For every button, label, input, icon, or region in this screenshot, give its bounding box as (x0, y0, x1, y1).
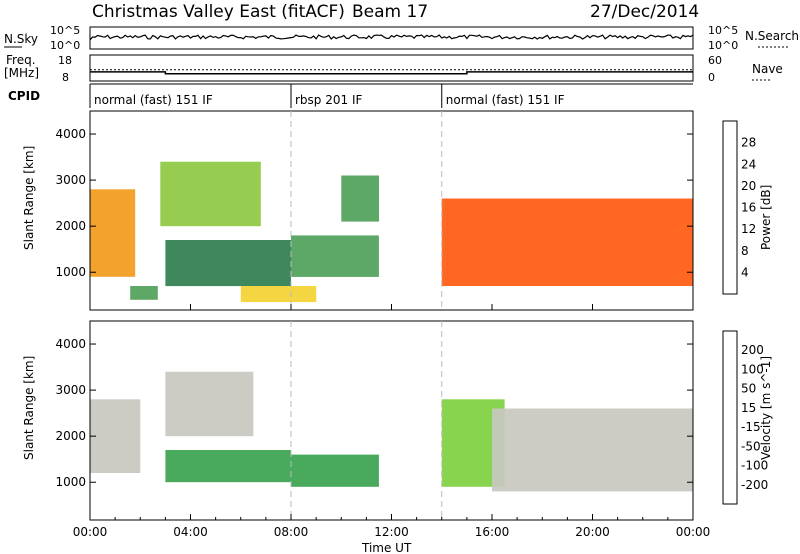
heatmap-region (160, 161, 261, 227)
nsky-tick-top-left: 10^5 (50, 24, 80, 37)
y-tick-label: 3000 (55, 173, 86, 187)
x-tick-label: 00:00 (73, 525, 108, 539)
colorbar-tick-label: 20 (741, 179, 756, 193)
freq-tick-bottom: 8 (62, 71, 69, 84)
y-tick-label: 2000 (55, 219, 86, 233)
freq-panel (89, 54, 694, 82)
heatmap-region (90, 189, 136, 277)
nsearch-label: N.Search (745, 29, 799, 43)
colorbar-tick-label: 15 (741, 401, 756, 415)
velocity-colorbar-label: Velocity [m s^-1] (759, 356, 773, 460)
nsky-trace (89, 34, 694, 41)
title-date: 27/Dec/2014 (590, 2, 699, 22)
velocity-ylabel: Slant Range [km] (22, 356, 36, 460)
heatmap-region (165, 371, 254, 437)
y-tick-label: 3000 (55, 383, 86, 397)
x-tick-label: 04:00 (173, 525, 208, 539)
power-colorbar: 28 24 20 16 12 8 4 (722, 120, 756, 295)
freq-trace (90, 71, 693, 75)
freq-label: Freq. (6, 53, 36, 67)
nsky-tick-top-right: 10^5 (708, 24, 738, 37)
x-tick-label: 08:00 (274, 525, 309, 539)
heatmap-region (441, 198, 694, 286)
x-tick-label: 00:00 (676, 525, 711, 539)
nave-label: Nave (752, 62, 783, 76)
power-heatmap (90, 161, 694, 303)
heatmap-region (165, 240, 291, 287)
colorbar-tick-label: -50 (741, 439, 761, 453)
y-tick-label: 4000 (55, 337, 86, 351)
cpid-segment-label: normal (fast) 151 IF (446, 93, 565, 107)
colorbar-tick-label: 100 (741, 362, 764, 376)
heatmap-region (291, 454, 379, 487)
nsky-label: N.Sky (4, 32, 38, 46)
y-tick-label: 1000 (55, 475, 86, 489)
heatmap-region (341, 175, 379, 222)
colorbar-frame (722, 330, 738, 505)
title-station: Christmas Valley East (fitACF) (92, 2, 345, 22)
cpid-segment-label: normal (fast) 151 IF (94, 93, 213, 107)
colorbar-tick-label: 16 (741, 201, 756, 215)
nsky-tick-bottom-left: 10^0 (50, 39, 80, 52)
heatmap-region (130, 286, 158, 300)
freq-unit-label: [MHz] (4, 66, 39, 80)
power-colorbar-label: Power [dB] (759, 185, 773, 250)
xlabel: Time UT (361, 541, 412, 554)
y-tick-label: 1000 (55, 265, 86, 279)
colorbar-tick-label: 200 (741, 343, 764, 357)
title-beam: Beam 17 (352, 2, 428, 22)
colorbar-tick-label: 4 (741, 265, 749, 279)
freq-tick-top: 18 (58, 54, 72, 67)
velocity-axes: 1000 2000 3000 4000 (55, 321, 693, 520)
colorbar-frame (722, 120, 738, 295)
cpid-segment-label: rbsp 201 IF (295, 93, 362, 107)
cpid-segments: normal (fast) 151 IF rbsp 201 IF normal (f… (89, 84, 565, 108)
cpid-label: CPID (8, 89, 40, 103)
x-tick-label: 20:00 (575, 525, 610, 539)
heatmap-region (240, 286, 317, 303)
colorbar-tick-label: 28 (741, 136, 756, 150)
heatmap-region (90, 399, 141, 473)
nsky-panel (89, 26, 694, 50)
nave-tick-top: 60 (708, 54, 722, 67)
colorbar-tick-label: 8 (741, 244, 749, 258)
x-tick-label: 16:00 (475, 525, 510, 539)
colorbar-tick-label: 50 (741, 382, 756, 396)
colorbar-tick-label: -15 (741, 420, 761, 434)
colorbar-tick-label: -100 (741, 459, 768, 473)
heatmap-region (492, 408, 693, 492)
velocity-heatmap (90, 371, 693, 492)
x-tick-label: 12:00 (374, 525, 409, 539)
y-tick-label: 4000 (55, 127, 86, 141)
heatmap-region (165, 450, 291, 483)
colorbar-tick-label: 12 (741, 222, 756, 236)
y-tick-label: 2000 (55, 429, 86, 443)
velocity-colorbar: 200 100 50 15 -15 -50 -100 -200 (722, 330, 768, 505)
nsky-tick-bottom-right: 10^0 (708, 39, 738, 52)
power-ylabel: Slant Range [km] (22, 146, 36, 250)
power-axes: 1000 2000 3000 4000 (55, 111, 693, 310)
time-axis: 00:00 04:00 08:00 12:00 16:00 20:00 00:00 (73, 304, 711, 539)
colorbar-tick-label: 24 (741, 157, 756, 171)
heatmap-region (291, 235, 379, 277)
nave-tick-bottom: 0 (708, 71, 715, 84)
colorbar-tick-label: -200 (741, 478, 768, 492)
